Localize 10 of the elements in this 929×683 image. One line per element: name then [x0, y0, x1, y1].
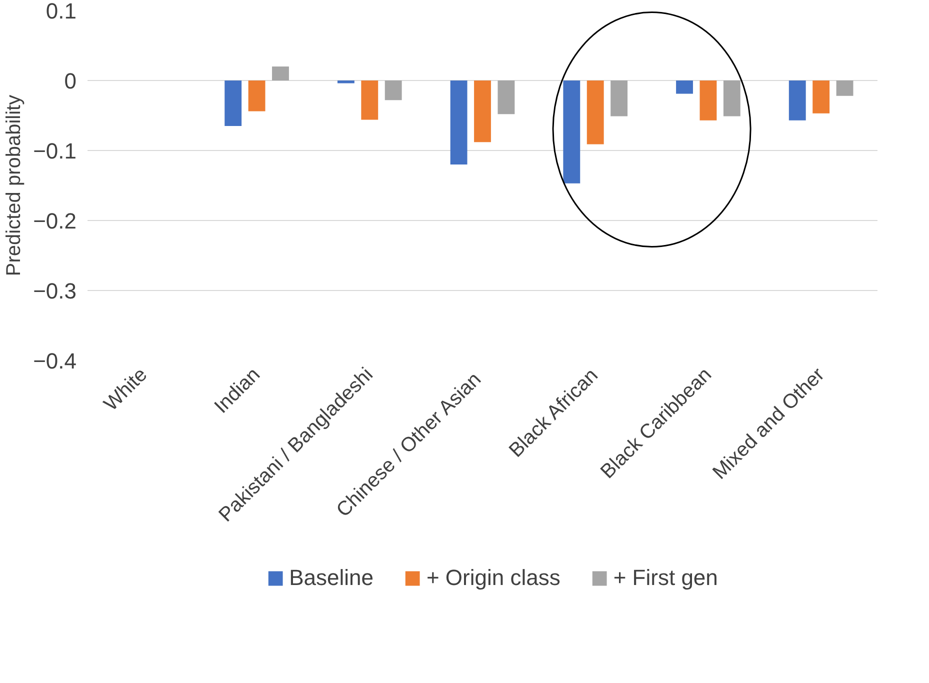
y-tick-label: −0.1 [33, 138, 77, 164]
legend-label: + First gen [613, 564, 718, 591]
y-tick-label: −0.3 [33, 278, 77, 304]
legend-label: + Origin class [426, 564, 560, 591]
y-tick-label: −0.2 [33, 208, 77, 234]
legend-label: Baseline [289, 564, 374, 591]
y-tick-label: 0 [64, 68, 77, 94]
y-tick-label: 0.1 [46, 0, 77, 24]
y-axis-title: Predicted probability [3, 94, 26, 276]
y-tick-label: −0.4 [33, 348, 77, 374]
